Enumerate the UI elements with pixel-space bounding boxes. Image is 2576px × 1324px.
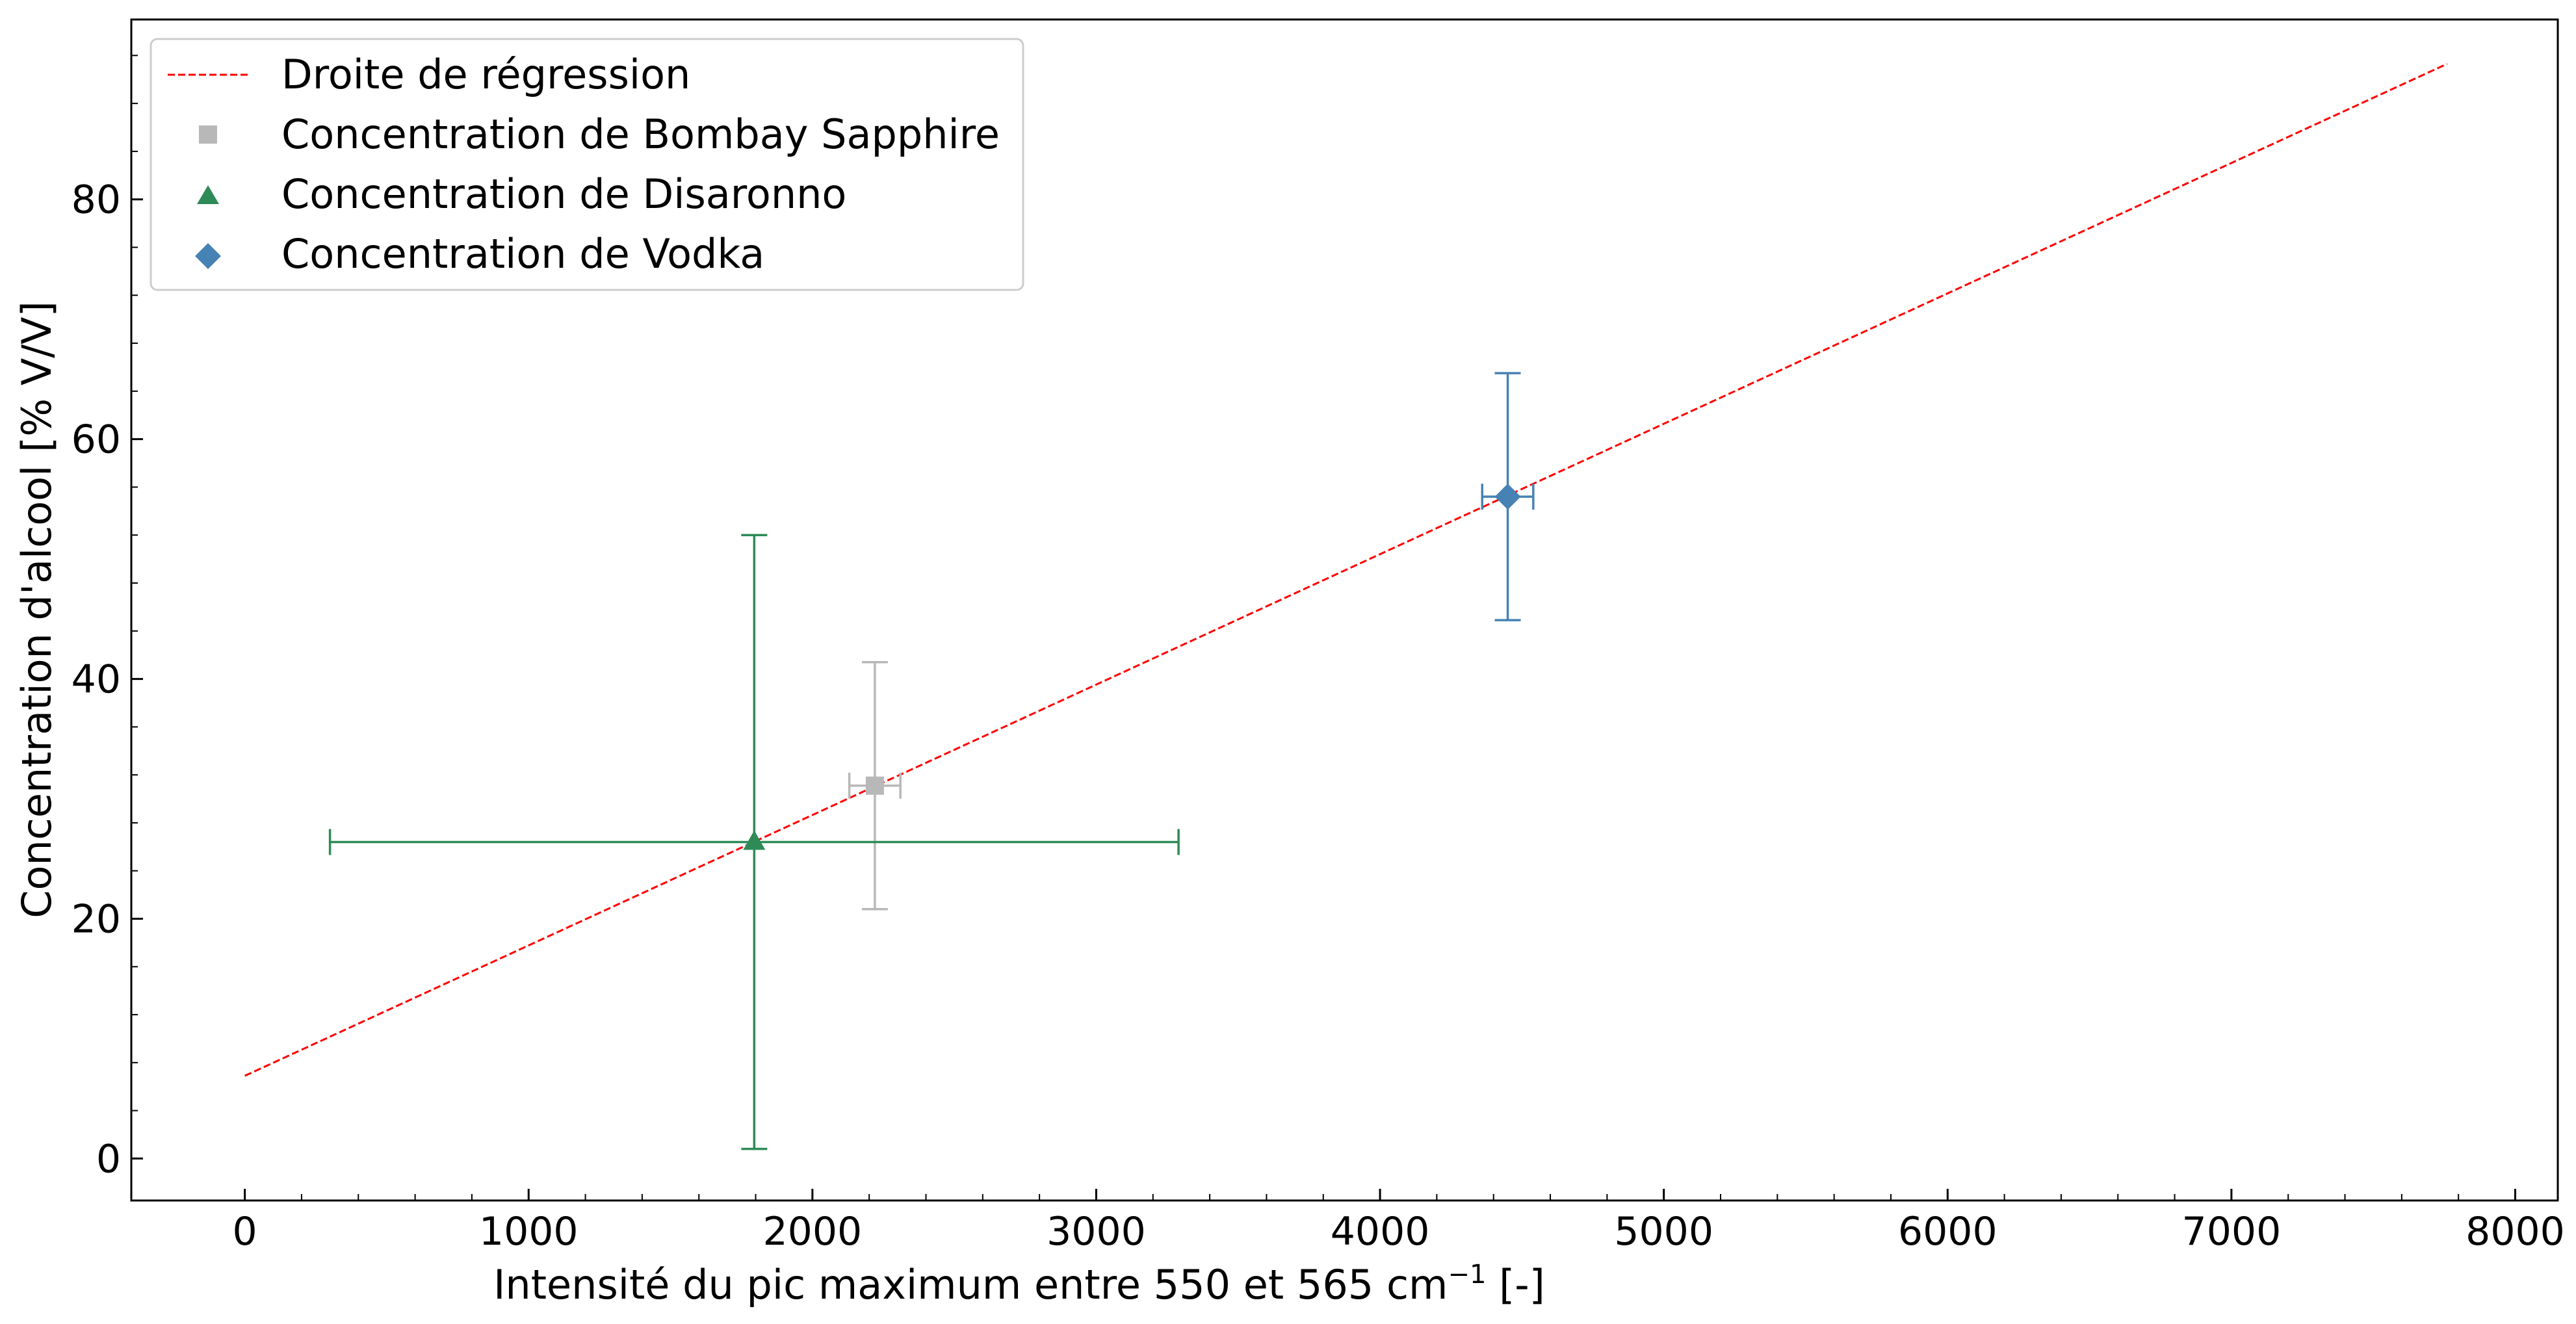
- x-tick-label: 5000: [1614, 1209, 1713, 1254]
- data-point-triangle: [743, 830, 766, 850]
- x-tick-label: 3000: [1047, 1209, 1146, 1254]
- x-tick-label: 0: [233, 1209, 257, 1254]
- legend-label-disaronno: Concentration de Disaronno: [281, 170, 846, 218]
- x-tick-label: 4000: [1331, 1209, 1430, 1254]
- legend-frame: [150, 38, 1024, 291]
- x-tick-label: 7000: [2182, 1209, 2282, 1254]
- x-axis-label: Intensité du pic maximum entre 550 et 56…: [493, 1260, 1545, 1308]
- y-tick-label: 0: [96, 1136, 121, 1182]
- y-tick-label: 40: [72, 657, 121, 703]
- y-axis: 0 20 40 60 80: [72, 55, 143, 1182]
- legend-bombay-marker: [199, 125, 217, 144]
- y-tick-label: 60: [72, 417, 121, 463]
- legend-disaronno-marker: [197, 185, 219, 204]
- legend-label-bombay: Concentration de Bombay Sapphire: [281, 110, 1000, 158]
- x-axis: 0 1000 2000 3000 4000 5000 6000 7000 8000: [233, 1189, 2565, 1254]
- legend-vodka-marker: [195, 243, 221, 269]
- data-point-diamond: [1494, 484, 1521, 510]
- x-tick-label: 8000: [2465, 1209, 2565, 1254]
- legend-label-vodka: Concentration de Vodka: [281, 230, 764, 278]
- plot-frame: [130, 18, 2559, 1202]
- legend-label-regression: Droite de régression: [281, 51, 690, 98]
- y-tick-label: 20: [72, 897, 121, 942]
- y-tick-label: 80: [72, 177, 121, 223]
- regression-line: [244, 62, 2448, 1077]
- x-tick-label: 2000: [763, 1209, 863, 1254]
- legend: Droite de régression Concentration de Bo…: [150, 38, 1024, 291]
- y-axis-label: Concentration d'alcool [% V/V]: [13, 301, 60, 918]
- data-point-square: [865, 776, 884, 795]
- x-tick-label: 1000: [479, 1209, 579, 1254]
- plot-content: [244, 62, 2448, 1150]
- x-tick-label: 6000: [1898, 1209, 1997, 1254]
